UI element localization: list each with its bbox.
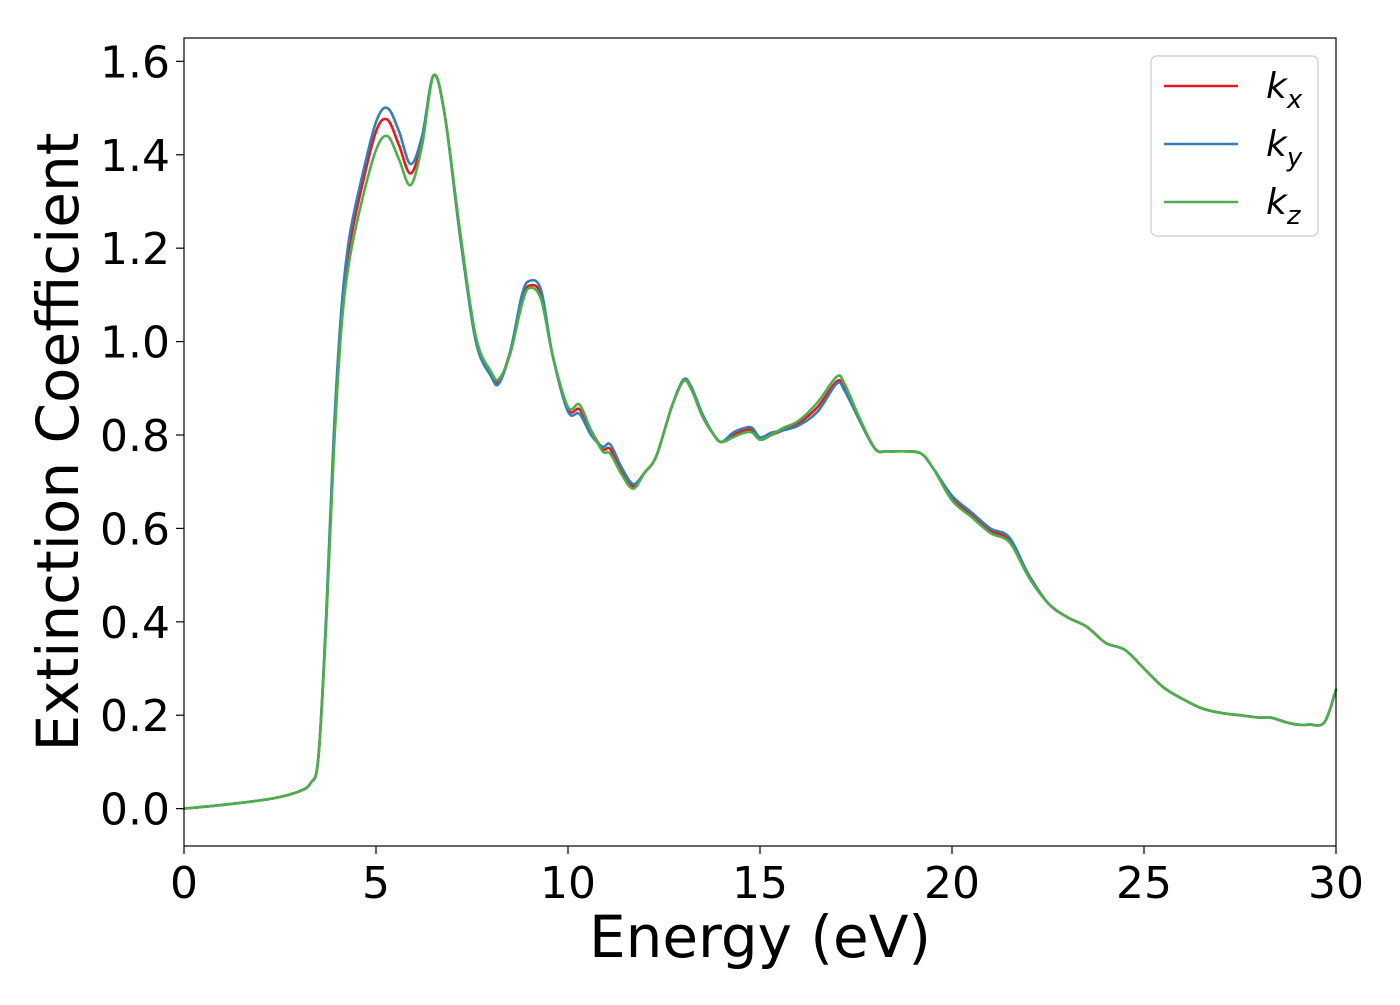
legend-box: [1150, 55, 1319, 237]
legend-label-subscript: z: [1286, 201, 1302, 231]
x-axis: 0 5 10 15 20 25 30: [170, 846, 1364, 909]
x-tick-label: 10: [540, 858, 596, 909]
x-tick-label: 25: [1116, 858, 1172, 909]
x-tick-label: 20: [924, 858, 980, 909]
y-tick-label: 1.2: [100, 224, 170, 275]
x-tick-label: 30: [1308, 858, 1364, 909]
x-axis-title: Energy (eV): [589, 903, 931, 971]
y-tick-label: 0.8: [100, 411, 170, 462]
x-tick-label: 0: [170, 858, 198, 909]
plot-background: [184, 38, 1336, 846]
y-tick-label: 0.2: [100, 691, 170, 742]
y-tick-label: 0.4: [100, 598, 170, 649]
y-axis: 0.0 0.2 0.4 0.6 0.8 1.0 1.2 1.4 1.6: [100, 37, 184, 836]
legend-label-main: k: [1266, 124, 1289, 165]
y-tick-label: 1.0: [100, 318, 170, 369]
legend-label-subscript: x: [1286, 85, 1303, 115]
y-tick-label: 0.6: [100, 504, 170, 555]
y-tick-label: 1.4: [100, 131, 170, 182]
legend-label: kx: [1266, 66, 1303, 115]
legend-label-subscript: y: [1286, 143, 1303, 173]
series-layer: [182, 73, 1338, 810]
y-axis-title: Extinction Coefficient: [24, 133, 92, 752]
x-tick-label: 15: [732, 858, 788, 909]
legend-label-main: k: [1266, 182, 1289, 223]
series-line-k-z: [182, 73, 1338, 810]
legend-label: ky: [1266, 124, 1303, 173]
y-tick-label: 1.6: [100, 37, 170, 88]
legend-label: kz: [1266, 182, 1302, 231]
y-tick-label: 0.0: [100, 785, 170, 836]
x-tick-label: 5: [362, 858, 390, 909]
legend-label-main: k: [1266, 66, 1289, 107]
